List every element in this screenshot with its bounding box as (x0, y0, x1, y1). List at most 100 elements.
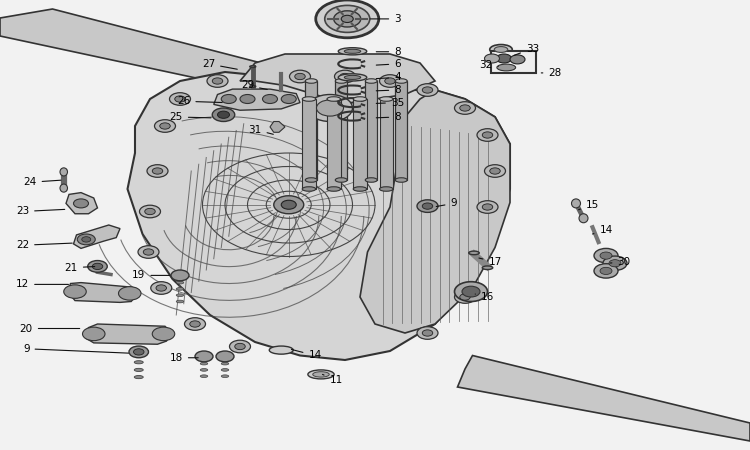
Circle shape (207, 75, 228, 87)
Ellipse shape (579, 214, 588, 223)
Circle shape (290, 70, 310, 83)
Bar (302, 99, 316, 189)
Polygon shape (66, 193, 98, 214)
Circle shape (262, 94, 278, 104)
Ellipse shape (250, 66, 256, 68)
Ellipse shape (305, 79, 317, 83)
Circle shape (171, 270, 189, 281)
Text: 26: 26 (177, 96, 222, 106)
Polygon shape (86, 324, 171, 344)
Circle shape (417, 327, 438, 339)
Circle shape (216, 351, 234, 362)
Circle shape (82, 237, 91, 242)
Bar (395, 81, 407, 180)
Text: 35: 35 (376, 98, 404, 108)
Ellipse shape (176, 281, 184, 284)
Circle shape (281, 200, 296, 209)
Circle shape (600, 252, 612, 259)
Circle shape (77, 234, 95, 245)
Circle shape (496, 54, 512, 63)
Ellipse shape (335, 178, 347, 182)
Circle shape (600, 267, 612, 274)
Bar (327, 99, 340, 189)
Bar (380, 99, 393, 189)
Bar (335, 81, 347, 180)
Circle shape (145, 208, 155, 215)
Circle shape (422, 330, 433, 336)
Ellipse shape (305, 178, 317, 182)
Text: 8: 8 (376, 112, 400, 122)
Circle shape (422, 203, 433, 209)
Ellipse shape (269, 346, 293, 354)
Text: 8: 8 (376, 85, 400, 95)
Circle shape (221, 94, 236, 104)
Text: 18: 18 (170, 353, 198, 363)
Ellipse shape (494, 46, 508, 53)
Ellipse shape (134, 368, 143, 372)
Ellipse shape (176, 300, 184, 303)
Circle shape (82, 327, 105, 341)
Text: 20: 20 (20, 324, 80, 333)
Bar (490, 51, 536, 73)
Circle shape (460, 294, 470, 300)
Circle shape (195, 351, 213, 362)
Text: 19: 19 (132, 270, 170, 280)
Ellipse shape (176, 294, 184, 297)
Ellipse shape (344, 50, 361, 53)
Ellipse shape (221, 375, 229, 378)
Ellipse shape (313, 372, 329, 377)
Circle shape (88, 261, 107, 272)
Text: 14: 14 (592, 225, 613, 235)
Circle shape (477, 129, 498, 141)
Circle shape (609, 260, 621, 267)
Ellipse shape (497, 64, 516, 71)
Text: 31: 31 (248, 125, 273, 135)
Ellipse shape (490, 45, 512, 54)
Circle shape (594, 248, 618, 263)
Circle shape (152, 327, 175, 341)
Ellipse shape (176, 288, 184, 290)
Circle shape (151, 282, 172, 294)
Ellipse shape (380, 97, 393, 101)
Circle shape (64, 285, 86, 298)
Text: 30: 30 (610, 257, 631, 267)
Circle shape (594, 264, 618, 278)
Circle shape (212, 78, 223, 84)
Ellipse shape (250, 86, 256, 87)
Ellipse shape (60, 184, 68, 192)
Ellipse shape (380, 187, 393, 191)
Bar (365, 81, 377, 180)
Text: 24: 24 (23, 177, 61, 187)
Text: 16: 16 (476, 292, 494, 302)
Ellipse shape (302, 97, 316, 101)
Text: 9: 9 (436, 198, 457, 208)
Circle shape (340, 73, 350, 80)
Circle shape (482, 132, 493, 138)
Circle shape (217, 111, 229, 118)
Circle shape (281, 94, 296, 104)
Circle shape (295, 73, 305, 80)
Text: 33: 33 (514, 44, 539, 55)
Polygon shape (128, 72, 510, 360)
Circle shape (341, 15, 353, 22)
Text: 6: 6 (376, 59, 400, 69)
Ellipse shape (344, 76, 361, 79)
Ellipse shape (221, 369, 229, 371)
Circle shape (385, 78, 395, 84)
Text: 9: 9 (23, 344, 128, 354)
Circle shape (160, 123, 170, 129)
Circle shape (454, 102, 476, 114)
Circle shape (147, 165, 168, 177)
Text: 28: 28 (542, 68, 562, 78)
Polygon shape (0, 9, 435, 126)
Ellipse shape (134, 375, 143, 379)
Ellipse shape (335, 79, 347, 83)
Circle shape (184, 318, 206, 330)
Polygon shape (74, 225, 120, 248)
Circle shape (422, 87, 433, 93)
Ellipse shape (482, 266, 493, 270)
Text: 23: 23 (16, 207, 64, 216)
Polygon shape (240, 54, 435, 104)
Circle shape (454, 291, 476, 303)
Polygon shape (214, 89, 300, 110)
